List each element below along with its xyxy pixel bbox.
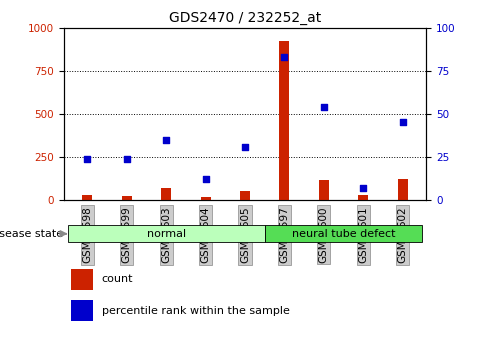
Point [280, 54, 288, 60]
Title: GDS2470 / 232252_at: GDS2470 / 232252_at [169, 11, 321, 25]
Bar [319, 180, 329, 200]
Bar [358, 195, 368, 200]
Bar [82, 195, 92, 200]
Text: normal: normal [147, 229, 186, 239]
Point [320, 104, 328, 110]
Point [359, 185, 367, 191]
Bar [240, 191, 250, 200]
Point [202, 177, 210, 182]
Bar [398, 179, 408, 200]
Text: percentile rank within the sample: percentile rank within the sample [102, 306, 290, 315]
Bar [122, 196, 132, 200]
Text: disease state: disease state [0, 229, 63, 239]
Text: count: count [102, 275, 133, 284]
Bar [279, 41, 289, 200]
Text: neural tube defect: neural tube defect [292, 229, 395, 239]
Bar [201, 197, 211, 200]
Point [399, 120, 407, 125]
FancyBboxPatch shape [68, 225, 265, 242]
Point [241, 144, 249, 149]
Point [123, 156, 131, 161]
FancyBboxPatch shape [71, 269, 93, 290]
FancyBboxPatch shape [71, 300, 93, 321]
Point [83, 156, 91, 161]
Point [162, 137, 170, 142]
Bar [161, 188, 171, 200]
FancyBboxPatch shape [265, 225, 422, 242]
